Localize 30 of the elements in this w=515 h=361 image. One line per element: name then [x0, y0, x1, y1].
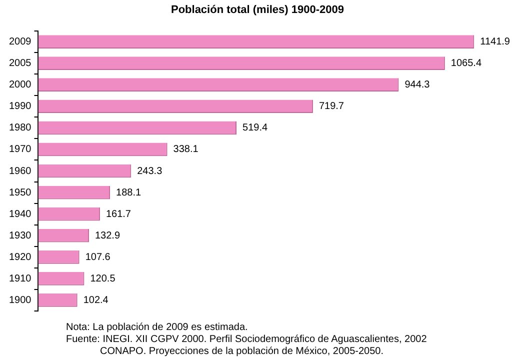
data-label: 132.9	[94, 230, 120, 242]
y-tick-label: 1910	[8, 273, 32, 284]
y-tick-label: 1990	[8, 101, 32, 112]
data-label: 188.1	[116, 187, 142, 198]
y-tick-label: 1930	[8, 230, 32, 242]
source-note: Fuente: INEGI. XII CGPV 2000. Perfil Sociodemográfico de Aguascalientes, 2002	[66, 334, 427, 346]
data-label: 107.6	[85, 252, 111, 263]
data-label: 120.5	[90, 273, 116, 284]
y-tick-label: 2000	[8, 80, 32, 91]
data-label: 719.7	[318, 101, 344, 112]
y-tick-label: 1950	[8, 187, 32, 198]
data-label: 944.3	[404, 80, 430, 91]
data-label: 1141.9	[480, 36, 510, 48]
data-label: 1065.4	[450, 58, 482, 70]
y-tick-label: 1940	[8, 208, 32, 220]
text: Nota: La población de 2009 es estimada.	[66, 322, 249, 334]
y-tick-label: 1980	[8, 122, 32, 134]
data-label: 519.4	[242, 122, 268, 134]
chart-title: Población total (miles) 1900-2009	[170, 4, 345, 16]
data-label: 102.4	[83, 294, 109, 306]
y-tick-label: 2009	[8, 36, 32, 48]
data-label: 338.1	[173, 144, 199, 156]
y-tick-label: 1920	[8, 252, 32, 263]
y-tick-label: 1970	[8, 144, 32, 156]
y-tick-label: 1960	[8, 166, 32, 177]
y-tick-label: 1900	[8, 294, 32, 306]
data-label: 243.3	[137, 166, 163, 177]
y-tick-label: 2005	[8, 58, 32, 70]
text: CONAPO. Proyecciones de la población de México, 2005-2050.	[99, 346, 384, 358]
data-label: 161.7	[106, 208, 132, 220]
